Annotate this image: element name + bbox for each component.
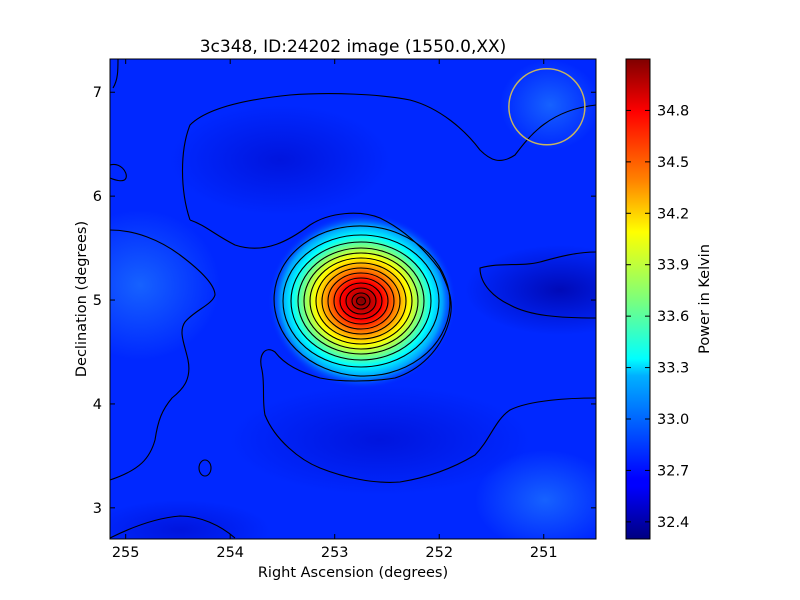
contour-source-07 <box>315 262 407 340</box>
contour-left-edge-loop <box>110 163 127 182</box>
contour-top-region-lower <box>189 212 596 483</box>
bright-region-bottom-right <box>475 450 596 539</box>
contour-source-13 <box>351 292 371 310</box>
contour-source-03 <box>290 241 432 361</box>
bright-region-left <box>110 210 220 360</box>
heatmap-image <box>110 59 596 539</box>
colorbar-ticks: 32.4 32.7 33.0 33.3 33.6 33.9 34.2 34.5 34.8 <box>626 103 689 531</box>
contour-source-12 <box>345 287 377 315</box>
x-axis-ticks: 255 254 253 252 251 <box>112 59 558 561</box>
colorbar-tick-label: 32.4 <box>657 515 689 531</box>
contour-source-01 <box>273 225 451 377</box>
colorbar <box>625 58 651 540</box>
x-tick-label: 253 <box>321 545 349 561</box>
contour-left-region <box>110 229 216 481</box>
contour-lines <box>110 59 596 539</box>
x-axis-label: Right Ascension (degrees) <box>258 565 448 581</box>
colorbar-tick-label: 33.0 <box>657 412 689 428</box>
contour-source-05 <box>303 252 419 350</box>
y-axis-label: Declination (degrees) <box>74 221 90 377</box>
chart-title: 3c348, ID:24202 image (1550.0,XX) <box>200 37 507 57</box>
dark-region-bottom-left <box>110 500 270 539</box>
x-tick-label: 255 <box>112 545 140 561</box>
colorbar-tick-label: 34.5 <box>657 155 689 171</box>
colorbar-tick-label: 34.2 <box>657 206 689 222</box>
colorbar-tick-label: 33.9 <box>657 258 689 274</box>
contour-top-left-edge <box>112 59 119 89</box>
dark-region-right <box>465 245 596 335</box>
y-tick-label: 3 <box>93 501 102 517</box>
contour-source-08 <box>321 267 401 335</box>
dark-region-bottom <box>230 385 530 495</box>
contour-source-10 <box>333 277 389 325</box>
x-tick-label: 252 <box>425 545 453 561</box>
y-tick-label: 7 <box>93 85 102 101</box>
y-tick-label: 5 <box>93 293 102 309</box>
colorbar-tick-label: 32.7 <box>657 463 689 479</box>
x-tick-label: 254 <box>216 545 244 561</box>
contour-source-09 <box>327 272 395 330</box>
y-tick-label: 6 <box>93 189 102 205</box>
y-axis-ticks: 3 4 5 6 7 <box>93 85 596 517</box>
colorbar-label: Power in Kelvin <box>697 244 713 354</box>
contour-small-loop <box>198 459 212 477</box>
beam-circle <box>508 68 586 146</box>
colorbar-tick-label: 34.8 <box>657 103 689 119</box>
contour-source-04 <box>297 247 425 355</box>
contour-source-14 <box>355 296 367 306</box>
contour-source-02 <box>282 234 440 368</box>
contour-top-region <box>181 93 596 221</box>
bright-region-top-right <box>500 60 596 150</box>
contour-right-dark <box>479 251 596 319</box>
contour-source-11 <box>339 282 383 320</box>
dark-region-top <box>170 105 390 215</box>
source-blob <box>268 213 456 389</box>
y-tick-label: 4 <box>93 397 102 413</box>
contour-bottom-left <box>110 515 236 539</box>
contour-source-06 <box>309 257 413 345</box>
colorbar-tick-label: 33.6 <box>657 309 689 325</box>
x-tick-label: 251 <box>530 545 558 561</box>
plot-frame <box>109 58 597 540</box>
colorbar-tick-label: 33.3 <box>657 361 689 377</box>
